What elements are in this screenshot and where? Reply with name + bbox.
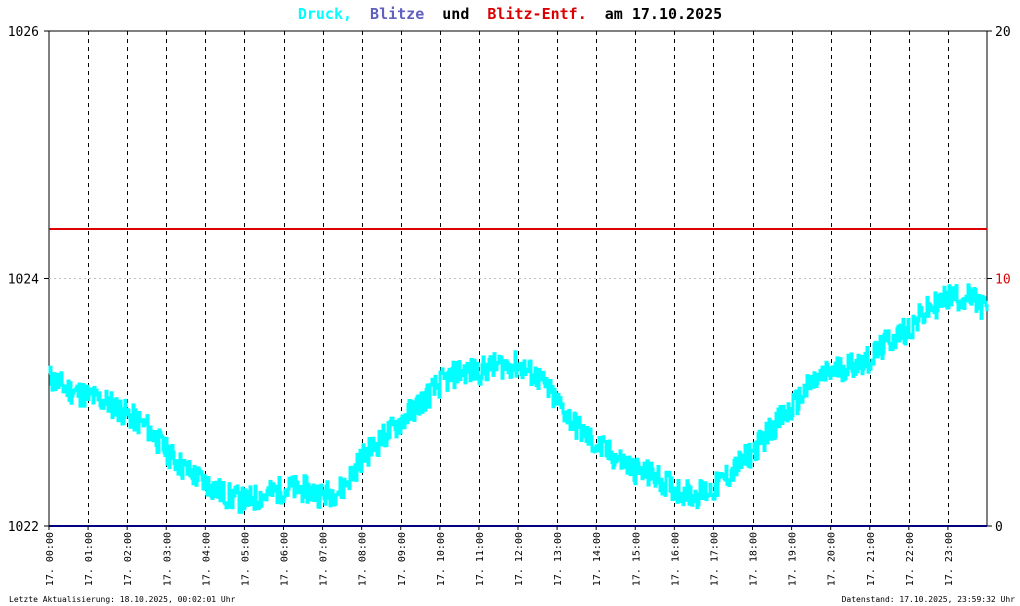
left-axis-tick-label: 1022 — [8, 520, 39, 535]
x-axis-tick-label: 17. 00:00 — [45, 532, 56, 586]
grid-layer — [49, 31, 987, 526]
x-axis-tick-label: 17. 13:00 — [553, 532, 564, 586]
right-axis-tick-label: 20 — [995, 25, 1011, 40]
x-axis-tick-label: 17. 23:00 — [944, 532, 955, 586]
left-axis-tick-label: 1026 — [8, 25, 39, 40]
title-pressure: Druck, — [298, 5, 352, 23]
x-axis-tick-label: 17. 06:00 — [280, 532, 291, 586]
title-and: und — [442, 5, 469, 23]
right-axis-tick-label: 0 — [995, 520, 1003, 535]
x-axis-tick-label: 17. 04:00 — [201, 532, 212, 586]
title-lightning-distance: Blitz-Entf. — [487, 5, 586, 23]
footer-data-status: Datenstand: 17.10.2025, 23:59:32 Uhr — [842, 595, 1016, 604]
x-axis-tick-label: 17. 10:00 — [436, 532, 447, 586]
right-axis-tick-label: 10 — [995, 273, 1011, 288]
x-axis-tick-label: 17. 12:00 — [514, 532, 525, 586]
title-date: am 17.10.2025 — [605, 5, 722, 23]
x-axis-tick-label: 17. 18:00 — [749, 532, 760, 586]
x-axis-tick-label: 17. 03:00 — [162, 532, 173, 586]
chart-title: Druck, Blitze und Blitz-Entf. am 17.10.2… — [298, 5, 722, 23]
footer-last-update: Letzte Aktualisierung: 18.10.2025, 00:02… — [9, 595, 236, 604]
x-axis-tick-label: 17. 05:00 — [240, 532, 251, 586]
x-axis-tick-label: 17. 20:00 — [827, 532, 838, 586]
x-axis-tick-label: 17. 22:00 — [905, 532, 916, 586]
x-axis-tick-label: 17. 02:00 — [123, 532, 134, 586]
left-axis-tick-label: 1024 — [8, 273, 39, 288]
x-axis-tick-label: 17. 21:00 — [866, 532, 877, 586]
x-axis-tick-label: 17. 07:00 — [319, 532, 330, 586]
x-axis-tick-label: 17. 19:00 — [788, 532, 799, 586]
x-axis-tick-label: 17. 11:00 — [475, 532, 486, 586]
x-axis-tick-label: 17. 08:00 — [358, 532, 369, 586]
x-axis-tick-label: 17. 14:00 — [592, 532, 603, 586]
axis-layer: 1022 1024 1026 0 10 20 17. 00:00 17. 01:00 17. 0… — [8, 25, 1011, 586]
title-lightning: Blitze — [370, 5, 424, 23]
x-axis-tick-label: 17. 15:00 — [631, 532, 642, 586]
series-line-druck — [48, 283, 989, 514]
x-axis-tick-label: 17. 09:00 — [397, 532, 408, 586]
x-axis-tick-label: 17. 17:00 — [709, 532, 720, 586]
x-axis-tick-label: 17. 16:00 — [670, 532, 681, 586]
x-axis-tick-label: 17. 01:00 — [84, 532, 95, 586]
